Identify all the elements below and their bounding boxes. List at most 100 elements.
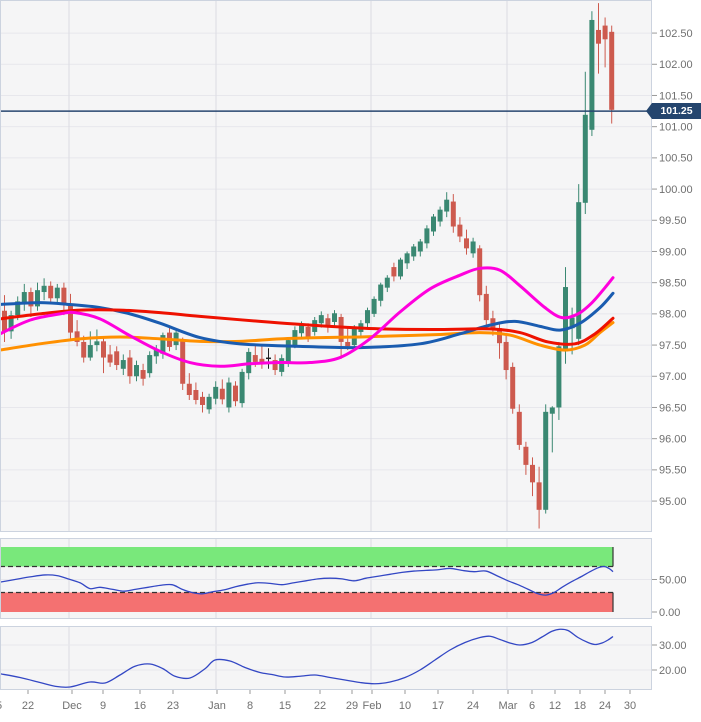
time-axis-label: 29 bbox=[346, 700, 358, 712]
candle-body bbox=[450, 201, 456, 227]
candle-body bbox=[457, 224, 463, 237]
trend-line bbox=[0, 628, 614, 688]
axis-tick-label: 96.00 bbox=[659, 433, 687, 445]
axis-tick-label: 97.00 bbox=[659, 371, 687, 383]
candle-body bbox=[549, 407, 555, 414]
candle-body bbox=[417, 241, 423, 252]
candle-body bbox=[259, 358, 265, 364]
axis-tick-label: 102.00 bbox=[659, 59, 693, 71]
candle-body bbox=[543, 411, 549, 510]
axis-tick-label: 99.00 bbox=[659, 246, 687, 258]
panel-background bbox=[0, 626, 652, 690]
orange-ma bbox=[0, 321, 615, 352]
candle-body bbox=[437, 209, 443, 222]
axis-tick-label: 30.00 bbox=[659, 640, 687, 652]
oversold-band bbox=[0, 592, 613, 612]
candle-body bbox=[15, 301, 21, 316]
candle-body bbox=[219, 388, 225, 400]
candle-body bbox=[602, 25, 608, 40]
axis-tick-label: 98.00 bbox=[659, 309, 687, 321]
candle-body bbox=[530, 464, 535, 483]
candle-body bbox=[378, 284, 384, 301]
candle-body bbox=[497, 328, 502, 344]
axis-tick-label: 98.50 bbox=[659, 277, 687, 289]
axis-tick-label: 50.00 bbox=[659, 574, 687, 586]
time-axis-label: 22 bbox=[314, 700, 326, 712]
candle-body bbox=[213, 386, 219, 399]
candle-body bbox=[299, 325, 304, 334]
candle-body bbox=[28, 292, 34, 307]
candle-body bbox=[483, 293, 489, 321]
time-axis-label: 22 bbox=[22, 700, 34, 712]
candle-body bbox=[107, 354, 113, 363]
candle-body bbox=[285, 340, 291, 364]
candle-body bbox=[35, 290, 40, 307]
candle-body bbox=[596, 29, 601, 44]
candle-body bbox=[576, 202, 582, 339]
candle-body bbox=[87, 345, 93, 358]
candle-body bbox=[252, 355, 258, 362]
magenta-ma bbox=[0, 266, 615, 368]
axis-tick-label: 99.50 bbox=[659, 215, 687, 227]
candle-body bbox=[444, 199, 450, 212]
candle-body bbox=[81, 341, 87, 358]
time-axis-label: 12 bbox=[549, 700, 561, 712]
candle-body bbox=[516, 411, 522, 445]
axis-tick-label: 95.50 bbox=[659, 465, 687, 477]
candle-body bbox=[266, 357, 271, 360]
price-axis: 102.50 102.00 101.50 101.00 100.50 100.00 99.5… bbox=[652, 28, 693, 677]
candle-body bbox=[470, 241, 476, 254]
time-axis-label: 24 bbox=[599, 700, 611, 712]
candle-body bbox=[74, 331, 80, 342]
time-axis-label: 23 bbox=[167, 700, 179, 712]
time-axis-label: 16 bbox=[134, 700, 146, 712]
oscillator-line bbox=[0, 565, 614, 596]
candle-body bbox=[41, 285, 47, 293]
time-axis-label: 8 bbox=[247, 700, 253, 712]
time-axis-label: 10 bbox=[399, 700, 411, 712]
candle-body bbox=[272, 360, 278, 371]
time-axis-label: 24 bbox=[467, 700, 479, 712]
candle-body bbox=[424, 228, 430, 244]
candle-body bbox=[345, 341, 351, 347]
axis-tick-label: 97.50 bbox=[659, 340, 687, 352]
time-axis-label: Jan bbox=[208, 700, 226, 712]
panel-border bbox=[0, 0, 652, 532]
candle-body bbox=[233, 385, 238, 402]
overbought-band bbox=[0, 547, 613, 567]
candle-body bbox=[391, 267, 397, 277]
time-axis-label: Dec bbox=[62, 700, 82, 712]
time-axis-label: 15 bbox=[0, 700, 2, 712]
candle-body bbox=[61, 287, 67, 305]
candle-body bbox=[239, 371, 245, 404]
candle-body bbox=[200, 396, 205, 405]
candle-body bbox=[21, 292, 27, 305]
candle-body bbox=[193, 390, 199, 400]
axis-tick-label: 101.00 bbox=[659, 121, 693, 133]
panel-background bbox=[0, 0, 652, 532]
candle-body bbox=[523, 446, 529, 465]
candle-body bbox=[556, 346, 562, 408]
panel-border bbox=[0, 538, 652, 619]
candle-body bbox=[332, 313, 337, 322]
candle-body bbox=[582, 114, 588, 203]
candle-body bbox=[140, 370, 146, 379]
time-axis-label: 18 bbox=[574, 700, 586, 712]
axis-tick-label: 0.00 bbox=[659, 607, 680, 619]
candle-body bbox=[464, 238, 469, 249]
axis-tick-label: 95.00 bbox=[659, 496, 687, 508]
candle-body bbox=[609, 31, 615, 110]
axis-tick-label: 96.50 bbox=[659, 402, 687, 414]
time-axis: 15 22 Dec 9 16 23 Jan 8 15 22 29 Feb 10 17 24 Mar 6 12 18 2… bbox=[0, 690, 636, 712]
candle-body bbox=[127, 357, 133, 377]
last-price-tag: 101.25 bbox=[646, 103, 701, 120]
axis-tick-label: 100.00 bbox=[659, 184, 693, 196]
candle-body bbox=[2, 310, 7, 332]
candle-body bbox=[160, 335, 166, 354]
candle-body bbox=[536, 482, 542, 510]
axis-tick-label: 101.50 bbox=[659, 90, 693, 102]
candle-body bbox=[147, 355, 153, 374]
time-axis-label: 30 bbox=[624, 700, 636, 712]
candle-body bbox=[371, 298, 377, 314]
